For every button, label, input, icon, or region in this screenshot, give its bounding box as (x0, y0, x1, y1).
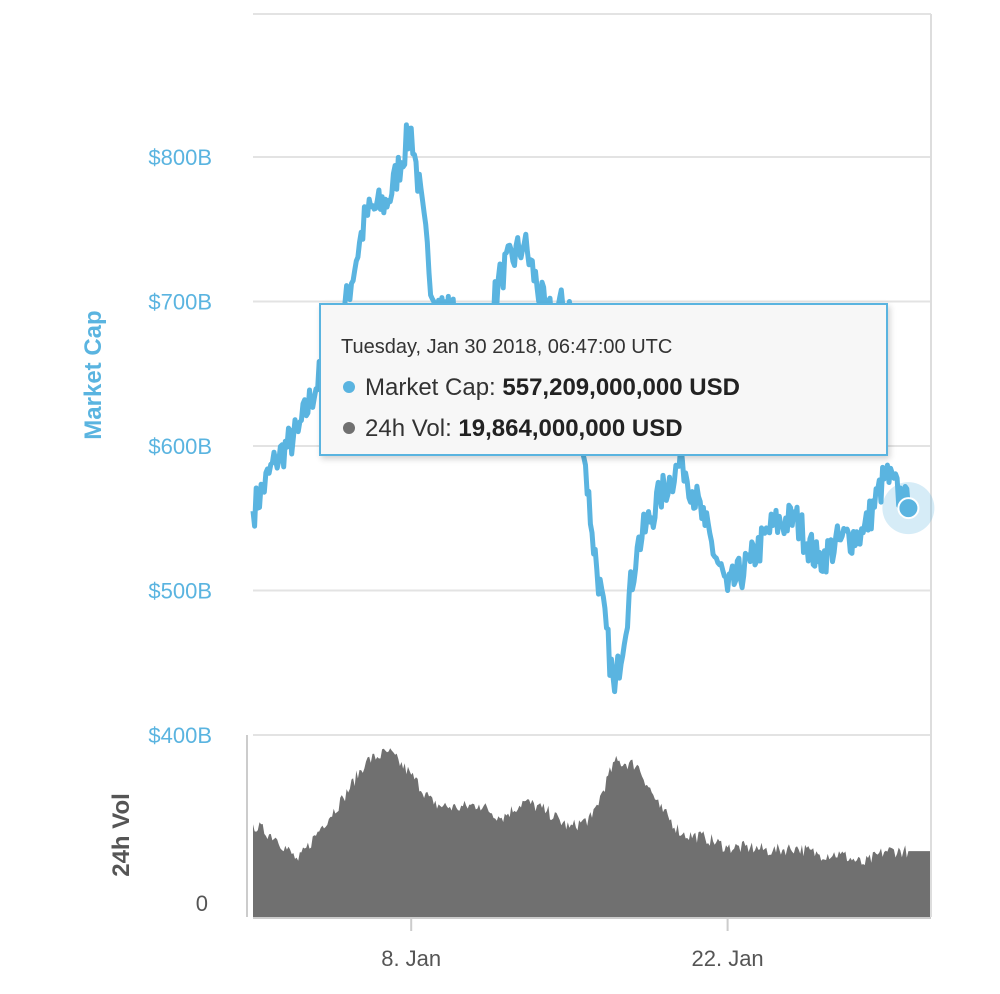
x-tick-label: 22. Jan (692, 946, 764, 971)
tooltip-market-cap-label: Market Cap: (365, 374, 496, 401)
y-tick-label: $700B (148, 290, 212, 315)
y-axis-title-market-cap: Market Cap (80, 310, 107, 439)
hover-marker (882, 482, 935, 535)
tooltip: Tuesday, Jan 30 2018, 06:47:00 UTC Marke… (319, 303, 888, 456)
tooltip-volume-value: 19,864,000,000 USD (458, 415, 683, 442)
y-axis-title-volume: 24h Vol (108, 793, 135, 877)
volume-series-area (253, 748, 931, 917)
tooltip-volume-row: 24h Vol: 19,864,000,000 USD (343, 415, 683, 443)
x-tick-label: 8. Jan (381, 946, 441, 971)
tooltip-volume-label: 24h Vol: (365, 415, 452, 442)
volume-area (253, 748, 931, 917)
y-tick-label: $800B (148, 145, 212, 170)
volume-y-tick-label: 0 (196, 891, 208, 916)
y-tick-label: $500B (148, 579, 212, 604)
volume-dot-icon (343, 421, 355, 434)
y-tick-label: $400B (148, 723, 212, 748)
market-cap-dot-icon (343, 380, 355, 393)
tooltip-market-cap-row: Market Cap: 557,209,000,000 USD (343, 374, 740, 402)
tooltip-market-cap-value: 557,209,000,000 USD (502, 374, 740, 401)
y-tick-label: $600B (148, 434, 212, 459)
tick-labels: $400B $500B $600B $700B $800B 0 8. Jan 22. Jan (148, 145, 763, 971)
axes (246, 14, 932, 931)
hover-point (897, 497, 920, 520)
tooltip-date: Tuesday, Jan 30 2018, 06:47:00 UTC (341, 336, 673, 358)
